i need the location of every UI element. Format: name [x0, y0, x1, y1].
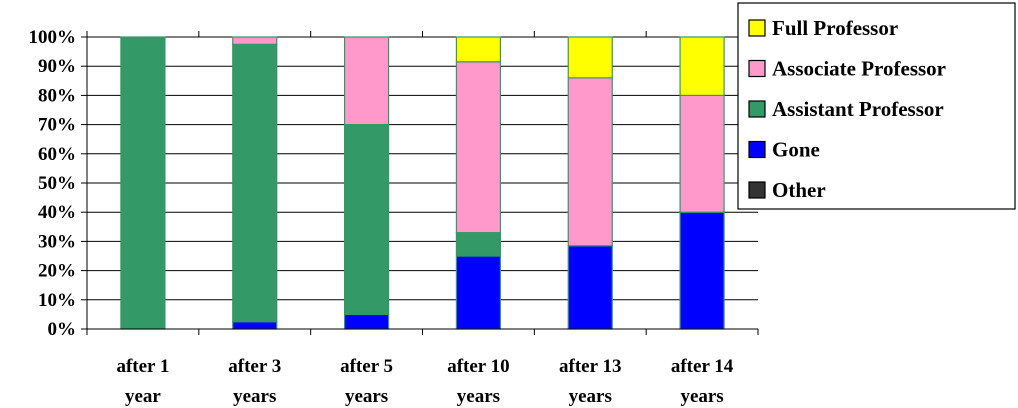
bar-segment-full-professor	[455, 36, 502, 63]
bar-segment-gone	[679, 211, 725, 330]
category-label: after 3	[228, 356, 281, 377]
y-tick-label: 60%	[38, 144, 76, 165]
bar-segment-full-professor	[567, 36, 613, 79]
axes	[81, 31, 759, 335]
legend: Full Professor Associate Professor Assista…	[737, 2, 1016, 210]
y-tick-label: 40%	[38, 202, 76, 223]
bar-segment-assistant-professor	[120, 36, 166, 330]
legend-label: Full Professor	[772, 16, 898, 40]
gridlines	[87, 36, 758, 301]
legend-label: Associate Professor	[772, 57, 946, 81]
bar-segment-gone	[455, 255, 502, 330]
bar-segment-associate-professor	[567, 77, 613, 247]
y-tick-label: 50%	[38, 173, 76, 194]
category-labels: after 1 year after 3 years after 5 years after…	[116, 356, 733, 407]
legend-label: Other	[772, 178, 826, 202]
y-tick-label: 10%	[38, 290, 76, 311]
y-tick-label: 90%	[38, 56, 76, 77]
y-tick-label: 80%	[38, 85, 76, 106]
category-label: after 10	[447, 356, 509, 377]
y-tick-labels: 0% 10% 20% 30% 40% 50% 60% 70% 80% 90% 100%	[29, 27, 77, 340]
legend-swatch	[748, 100, 766, 118]
category-label: after 1	[116, 356, 169, 377]
category-label: years	[345, 386, 388, 407]
category-label: years	[233, 386, 276, 407]
bar-segment-assistant-professor	[455, 232, 502, 257]
bar-segment-gone	[232, 321, 278, 330]
bar-segment-assistant-professor	[343, 123, 390, 316]
bar-segment-gone	[567, 245, 613, 330]
category-label: after 13	[559, 356, 621, 377]
y-tick-label: 70%	[38, 115, 76, 136]
legend-swatch	[748, 181, 766, 199]
bar-segment-assistant-professor	[232, 43, 278, 323]
bar-segment-full-professor	[679, 36, 725, 97]
bar-segment-associate-professor	[455, 61, 502, 234]
y-tick-label: 100%	[29, 27, 77, 48]
category-label: years	[680, 386, 723, 407]
category-label: year	[125, 386, 161, 407]
y-tick-label: 20%	[38, 261, 76, 282]
y-tick-label: 0%	[48, 319, 77, 340]
category-label: after 14	[671, 356, 734, 377]
legend-label: Assistant Professor	[772, 97, 944, 121]
legend-swatch	[748, 140, 766, 159]
bar-segment-gone	[343, 313, 390, 330]
y-tick-label: 30%	[38, 231, 76, 252]
category-label: years	[457, 386, 500, 407]
bar-segment-associate-professor	[343, 36, 390, 126]
category-label: after 5	[340, 356, 393, 377]
legend-swatch	[748, 59, 766, 78]
bar-segment-associate-professor	[232, 36, 278, 45]
category-label: years	[569, 386, 612, 407]
bar-segment-associate-professor	[679, 94, 725, 213]
bars	[120, 36, 725, 330]
legend-label: Gone	[772, 138, 820, 162]
legend-swatch	[748, 19, 766, 37]
legend-box	[737, 2, 1016, 210]
